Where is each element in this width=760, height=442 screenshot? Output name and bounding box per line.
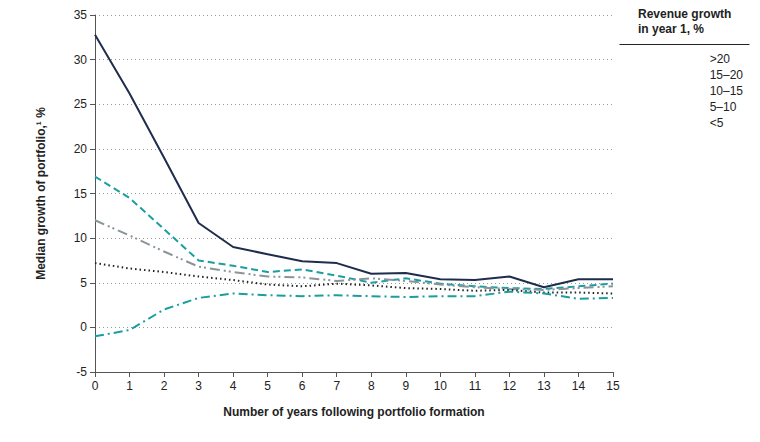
svg-text:15: 15 bbox=[606, 379, 620, 393]
svg-text:5: 5 bbox=[80, 276, 87, 290]
svg-text:14: 14 bbox=[572, 379, 586, 393]
svg-text:6: 6 bbox=[299, 379, 306, 393]
svg-text:11: 11 bbox=[469, 379, 482, 393]
svg-text:10: 10 bbox=[434, 379, 448, 393]
svg-text:0: 0 bbox=[92, 379, 99, 393]
svg-text:12: 12 bbox=[503, 379, 517, 393]
svg-text:5: 5 bbox=[264, 379, 271, 393]
svg-text:Median growth of portfolio,¹ %: Median growth of portfolio,¹ % bbox=[34, 107, 48, 280]
svg-text:>20: >20 bbox=[710, 52, 731, 66]
svg-text:13: 13 bbox=[537, 379, 551, 393]
svg-text:4: 4 bbox=[230, 379, 237, 393]
svg-text:9: 9 bbox=[402, 379, 409, 393]
svg-text:0: 0 bbox=[80, 320, 87, 334]
svg-text:in year 1, %: in year 1, % bbox=[638, 22, 704, 36]
svg-text:8: 8 bbox=[368, 379, 375, 393]
svg-text:20: 20 bbox=[74, 142, 88, 156]
svg-text:3: 3 bbox=[195, 379, 202, 393]
svg-text:30: 30 bbox=[74, 53, 88, 67]
svg-text:Number of years following port: Number of years following portfolio form… bbox=[223, 405, 484, 419]
svg-text:1: 1 bbox=[126, 379, 133, 393]
svg-text:10: 10 bbox=[74, 231, 88, 245]
svg-text:<5: <5 bbox=[710, 116, 724, 130]
svg-text:Revenue growth: Revenue growth bbox=[638, 7, 735, 21]
svg-text:25: 25 bbox=[74, 97, 88, 111]
svg-text:15: 15 bbox=[74, 187, 88, 201]
svg-text:15–20: 15–20 bbox=[710, 68, 744, 82]
svg-text:-5: -5 bbox=[76, 365, 87, 379]
svg-text:2: 2 bbox=[161, 379, 168, 393]
svg-text:7: 7 bbox=[333, 379, 340, 393]
svg-text:5–10: 5–10 bbox=[710, 100, 737, 114]
svg-text:10–15: 10–15 bbox=[710, 84, 744, 98]
svg-text:35: 35 bbox=[74, 8, 88, 22]
